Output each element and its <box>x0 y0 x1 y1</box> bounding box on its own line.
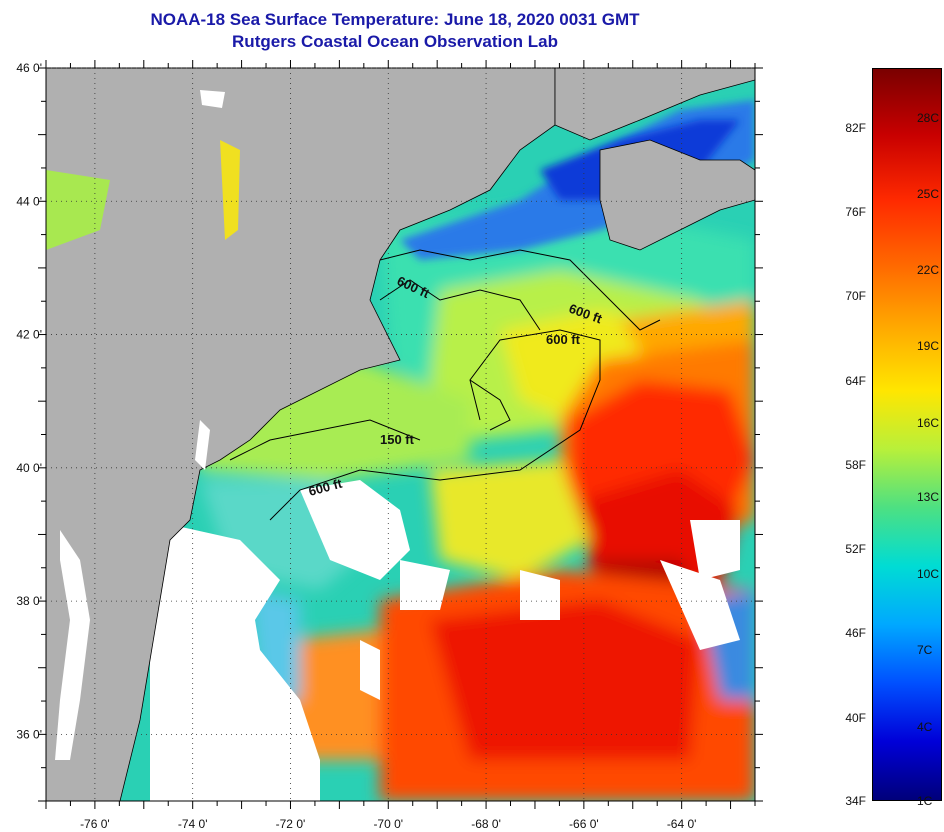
lat-tick-label: 42 0' <box>16 328 42 342</box>
lon-tick-label: -74 0' <box>178 817 208 831</box>
colorbar-label-c: 22C <box>917 263 940 277</box>
land-mask <box>46 68 755 801</box>
bays <box>55 420 210 760</box>
colorbar-label-c: 25C <box>917 187 940 201</box>
temperature-colorbar <box>872 68 942 801</box>
lat-tick-label: 38 0' <box>16 594 42 608</box>
map-title: NOAA-18 Sea Surface Temperature: June 18… <box>150 10 640 29</box>
colorbar-label-f: 40F <box>845 711 866 725</box>
colorbar-label-f: 82F <box>845 121 866 135</box>
colorbar-label-c: 28C <box>917 111 940 125</box>
colorbar-label-f: 64F <box>845 374 866 388</box>
contour-label: 150 ft <box>380 432 415 447</box>
lat-tick-label: 46 0' <box>16 61 42 75</box>
inland-water <box>46 90 240 250</box>
lon-tick-label: -66 0' <box>569 817 599 831</box>
lon-tick-label: -72 0' <box>276 817 306 831</box>
colorbar-label-f: 70F <box>845 289 866 303</box>
map-subtitle: Rutgers Coastal Ocean Observation Lab <box>232 32 558 51</box>
lat-tick-label: 40 0' <box>16 461 42 475</box>
colorbar-label-c: 10C <box>917 567 940 581</box>
colorbar-label-f: 52F <box>845 542 866 556</box>
lat-tick-label: 36 0' <box>16 727 42 741</box>
colorbar-label-f: 34F <box>845 794 866 808</box>
colorbar-label-c: 16C <box>917 416 940 430</box>
colorbar-label-f: 76F <box>845 205 866 219</box>
axis-ticks: -76 0' -74 0' -72 0' -70 0' -68 0' -66 0' -64 … <box>16 60 763 831</box>
colorbar-label-f: 58F <box>845 458 866 472</box>
graticule <box>46 67 755 801</box>
lon-tick-label: -70 0' <box>373 817 403 831</box>
lat-tick-label: 44 0' <box>16 194 42 208</box>
colorbar-label-c: 4C <box>917 720 933 734</box>
lon-tick-label: -64 0' <box>667 817 697 831</box>
isobath-contours <box>229 249 661 521</box>
colorbar-label-c: 7C <box>917 643 933 657</box>
cloud-mask <box>150 480 740 801</box>
lon-tick-label: -68 0' <box>471 817 501 831</box>
colorbar-label-c: 1C <box>917 794 933 808</box>
contour-label: 600 ft <box>546 332 581 347</box>
lon-tick-label: -76 0' <box>80 817 110 831</box>
colorbar-label-f: 46F <box>845 626 866 640</box>
map-field <box>46 68 755 801</box>
colorbar-label-c: 13C <box>917 490 940 504</box>
colorbar-label-c: 19C <box>917 339 940 353</box>
